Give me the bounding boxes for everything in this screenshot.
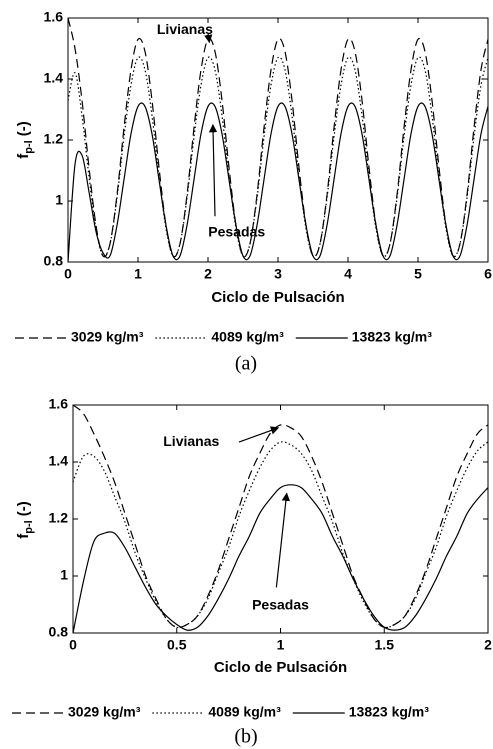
legend-label: 13823 kg/m³ bbox=[352, 329, 432, 345]
x-tick-label: 2 bbox=[484, 637, 492, 653]
y-tick-label: 0.8 bbox=[44, 253, 64, 269]
y-label-main: f bbox=[15, 533, 32, 539]
annotation: Livianas bbox=[157, 21, 213, 37]
y-tick-label: 1.6 bbox=[44, 9, 64, 25]
x-tick-label: 1 bbox=[277, 637, 285, 653]
y-tick-label: 1.2 bbox=[49, 510, 69, 526]
y-axis-label: fp-l (-) bbox=[15, 121, 35, 158]
y-tick-label: 1.4 bbox=[44, 70, 64, 86]
annotation-arrow bbox=[208, 123, 218, 217]
x-tick-label: 6 bbox=[484, 266, 492, 282]
y-axis-label: fp-l (-) bbox=[15, 501, 35, 538]
x-tick-label: 0.5 bbox=[167, 637, 187, 653]
annotation-arrow bbox=[238, 426, 280, 443]
y-tick-label: 0.8 bbox=[49, 624, 69, 640]
plot-frame bbox=[67, 17, 489, 263]
caption: (a) bbox=[235, 353, 257, 375]
x-tick-label: 4 bbox=[344, 266, 352, 282]
y-label-suffix: (-) bbox=[15, 121, 32, 136]
x-tick-label: 0 bbox=[69, 637, 77, 653]
data-line bbox=[68, 18, 488, 258]
y-label-sub: p-l bbox=[23, 520, 35, 533]
annotation-arrow bbox=[275, 492, 291, 588]
caption: (b) bbox=[234, 726, 257, 748]
annotation: Livianas bbox=[163, 433, 219, 449]
legend-label: 4089 kg/m³ bbox=[211, 329, 284, 345]
x-tick-label: 3 bbox=[274, 266, 282, 282]
annotation: Pesadas bbox=[252, 597, 309, 613]
y-label-main: f bbox=[15, 153, 32, 159]
data-line bbox=[68, 102, 488, 262]
annotation-arrow bbox=[204, 33, 213, 44]
x-tick-label: 0 bbox=[64, 266, 72, 282]
data-line bbox=[73, 405, 488, 629]
x-axis-label: Ciclo de Pulsación bbox=[214, 659, 347, 676]
y-tick-label: 1 bbox=[60, 567, 68, 583]
annotation: Pesadas bbox=[208, 224, 265, 240]
y-tick-label: 1.2 bbox=[44, 131, 64, 147]
x-tick-label: 2 bbox=[204, 266, 212, 282]
legend-label: 3029 kg/m³ bbox=[68, 704, 141, 720]
data-line bbox=[73, 484, 488, 633]
legend-label: 4089 kg/m³ bbox=[208, 704, 281, 720]
x-axis-label: Ciclo de Pulsación bbox=[211, 289, 344, 306]
x-tick-label: 1 bbox=[134, 266, 142, 282]
y-tick-label: 1 bbox=[55, 192, 63, 208]
y-tick-label: 1.4 bbox=[49, 453, 69, 469]
y-tick-label: 1.6 bbox=[49, 396, 69, 412]
y-label-suffix: (-) bbox=[15, 501, 32, 516]
y-label-sub: p-l bbox=[23, 140, 35, 153]
x-tick-label: 5 bbox=[414, 266, 422, 282]
data-line bbox=[68, 56, 488, 258]
legend-label: 13823 kg/m³ bbox=[349, 704, 429, 720]
legend-label: 3029 kg/m³ bbox=[71, 329, 144, 345]
x-tick-label: 1.5 bbox=[375, 637, 395, 653]
